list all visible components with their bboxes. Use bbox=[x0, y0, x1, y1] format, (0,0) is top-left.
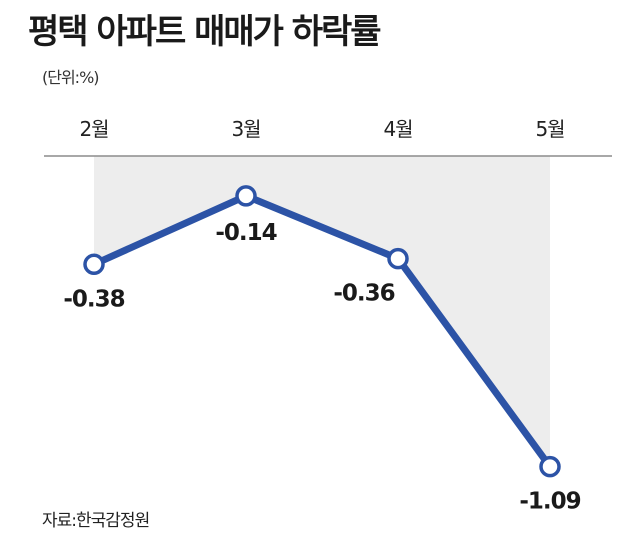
data-label: -1.09 bbox=[519, 489, 580, 515]
marker-layer bbox=[83, 185, 561, 478]
tick-layer: 2월 3월 4월 5월 bbox=[79, 117, 565, 141]
unit-label: (단위:%) bbox=[42, 68, 100, 87]
series-line bbox=[90, 192, 554, 471]
data-label: -0.36 bbox=[333, 281, 394, 307]
x-tick-label: 2월 bbox=[79, 117, 108, 141]
x-tick-label: 4월 bbox=[383, 117, 412, 141]
x-tick-label: 5월 bbox=[535, 117, 564, 141]
data-point bbox=[387, 247, 409, 270]
line-layer bbox=[90, 192, 554, 471]
data-label: -0.38 bbox=[63, 286, 124, 312]
chart-title: 평택 아파트 매매가 하락률 bbox=[28, 12, 382, 52]
data-point bbox=[83, 253, 105, 276]
area-fill bbox=[94, 156, 550, 467]
data-point bbox=[539, 455, 561, 478]
x-tick-label: 3월 bbox=[231, 117, 260, 141]
data-point bbox=[235, 185, 257, 207]
label-layer: -0.38 -0.14 -0.36 -1.09 bbox=[63, 220, 581, 515]
source-note: 자료:한국감정원 bbox=[42, 511, 150, 531]
data-label: -0.14 bbox=[215, 220, 276, 246]
area-layer bbox=[94, 156, 550, 467]
